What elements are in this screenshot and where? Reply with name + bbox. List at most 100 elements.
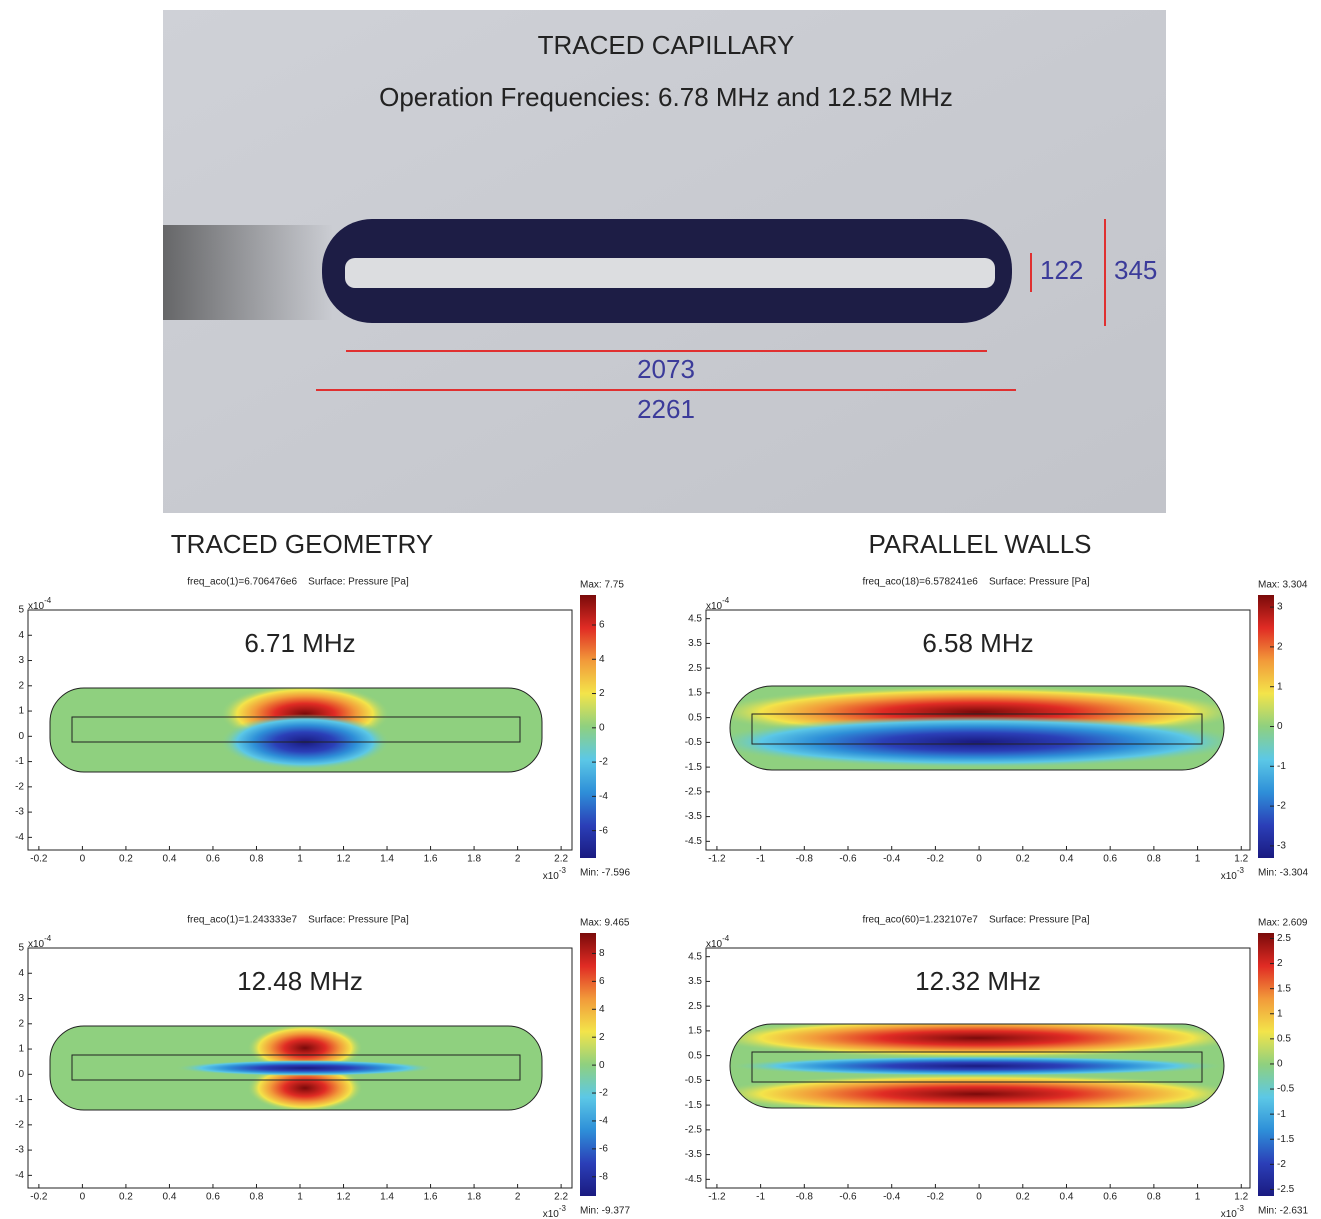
colorbar-tick-label: 2 xyxy=(599,688,605,699)
colorbar-tick-label: -3 xyxy=(1277,841,1286,852)
x-tick-label: 1.6 xyxy=(424,1192,438,1203)
pressure-lobe xyxy=(247,1026,363,1072)
photo: TRACED CAPILLARY Operation Frequencies: … xyxy=(163,10,1166,513)
y-tick-label: -3 xyxy=(15,807,24,818)
y-tick-label: 1.5 xyxy=(688,688,702,699)
dimension-label: 122 xyxy=(1040,255,1083,285)
colorbar xyxy=(1258,595,1274,858)
photo-holder xyxy=(163,225,333,320)
x-tick-label: -0.6 xyxy=(839,1192,857,1203)
colorbar-tick-label: -2 xyxy=(1277,1159,1286,1170)
x-tick-label: 1.8 xyxy=(467,1192,481,1203)
y-tick-label: 3.5 xyxy=(688,638,702,649)
axis-multiplier: x10-4 xyxy=(28,934,52,950)
y-tick-label: -2.5 xyxy=(685,786,703,797)
x-tick-label: 0.4 xyxy=(1060,1192,1074,1203)
multiplier-base: x10 xyxy=(706,939,723,950)
colorbar-tick-label: -6 xyxy=(599,825,608,836)
colorbar-tick-label: 1.5 xyxy=(1277,983,1291,994)
multiplier-base: x10 xyxy=(543,1209,560,1219)
y-tick-label: -3.5 xyxy=(685,811,703,822)
x-tick-label: 0.2 xyxy=(119,1192,133,1203)
capillary-lumen xyxy=(345,258,995,288)
x-tick-label: -0.2 xyxy=(30,854,48,865)
colorbar-tick-label: 2 xyxy=(1277,642,1283,653)
x-tick-label: 1.4 xyxy=(380,854,394,865)
x-tick-label: 1.8 xyxy=(467,854,481,865)
outer-boundary xyxy=(49,687,543,773)
y-tick-label: -0.5 xyxy=(685,1075,703,1086)
y-tick-label: -0.5 xyxy=(685,737,703,748)
pressure-lobe xyxy=(730,1074,1224,1108)
dimension-label: 2073 xyxy=(637,354,695,384)
multiplier-exponent: -3 xyxy=(559,1204,567,1213)
x-tick-label: 0.6 xyxy=(1103,854,1117,865)
channel-boundary xyxy=(71,716,521,743)
pressure-field xyxy=(50,688,542,772)
x-tick-label: 0.4 xyxy=(1060,854,1074,865)
x-tick-label: 0 xyxy=(976,1192,982,1203)
outer-boundary xyxy=(729,1023,1225,1109)
colorbar xyxy=(580,933,596,1196)
pressure-lobe xyxy=(175,1060,435,1076)
y-tick-label: 5 xyxy=(18,943,24,954)
pressure-lobe xyxy=(247,1064,363,1110)
x-tick-label: 1.2 xyxy=(1234,854,1248,865)
colorbar-tick-label: -2.5 xyxy=(1277,1184,1295,1195)
x-tick-label: 0.8 xyxy=(250,1192,264,1203)
multiplier-exponent: -4 xyxy=(722,934,730,943)
x-tick-label: 1.2 xyxy=(1234,1192,1248,1203)
section-title: PARALLEL WALLS xyxy=(868,529,1091,559)
colorbar-tick-label: 4 xyxy=(599,1004,605,1015)
x-tick-label: 1 xyxy=(297,854,303,865)
y-tick-label: 1 xyxy=(18,706,24,717)
y-tick-label: -4.5 xyxy=(685,836,703,847)
x-tick-label: 1 xyxy=(297,1192,303,1203)
y-tick-label: 4.5 xyxy=(688,951,702,962)
y-tick-label: 2.5 xyxy=(688,1001,702,1012)
dimension-label: 345 xyxy=(1114,255,1157,285)
y-tick-label: -4 xyxy=(15,1170,24,1181)
y-tick-label: -1 xyxy=(15,756,24,767)
colorbar-tick-label: -2 xyxy=(1277,801,1286,812)
multiplier-base: x10 xyxy=(1221,871,1238,882)
x-tick-label: 1.2 xyxy=(337,1192,351,1203)
x-tick-label: -1.2 xyxy=(708,854,726,865)
section-title: TRACED GEOMETRY xyxy=(171,529,433,559)
pressure-lobe xyxy=(730,1024,1224,1058)
pressure-field xyxy=(730,1024,1224,1108)
colorbar-max: Max: 2.609 xyxy=(1258,918,1308,929)
y-tick-label: -3 xyxy=(15,1145,24,1156)
multiplier-exponent: -3 xyxy=(1237,1204,1245,1213)
x-tick-label: 0.2 xyxy=(119,854,133,865)
y-tick-label: -4 xyxy=(15,832,24,843)
photo-title: TRACED CAPILLARY xyxy=(538,30,795,60)
x-tick-label: -0.8 xyxy=(796,1192,814,1203)
multiplier-exponent: -4 xyxy=(44,596,52,605)
multiplier-base: x10 xyxy=(28,939,45,950)
multiplier-base: x10 xyxy=(543,871,560,882)
x-tick-label: -0.4 xyxy=(883,854,901,865)
axis-multiplier: x10-3 xyxy=(1221,866,1245,882)
axis-multiplier: x10-3 xyxy=(543,866,567,882)
axis-multiplier: x10-3 xyxy=(543,1204,567,1219)
y-tick-label: 0.5 xyxy=(688,1050,702,1061)
colorbar-tick-label: -2 xyxy=(599,757,608,768)
plot-title: freq_aco(1)=6.706476e6 Surface: Pressure… xyxy=(187,577,409,588)
multiplier-base: x10 xyxy=(1221,1209,1238,1219)
colorbar-tick-label: 0 xyxy=(1277,1059,1283,1070)
colorbar-tick-label: 4 xyxy=(599,654,605,665)
x-tick-label: -1 xyxy=(756,854,765,865)
axis-multiplier: x10-3 xyxy=(1221,1204,1245,1219)
y-tick-label: 3 xyxy=(18,993,24,1004)
multiplier-exponent: -3 xyxy=(559,866,567,875)
x-tick-label: -0.8 xyxy=(796,854,814,865)
x-tick-label: 0 xyxy=(80,854,86,865)
y-tick-label: 1 xyxy=(18,1044,24,1055)
y-tick-label: 3.5 xyxy=(688,976,702,987)
x-tick-label: 2 xyxy=(515,854,521,865)
x-tick-label: 0.4 xyxy=(162,1192,176,1203)
x-tick-label: 0.8 xyxy=(250,854,264,865)
x-tick-label: 1.4 xyxy=(380,1192,394,1203)
